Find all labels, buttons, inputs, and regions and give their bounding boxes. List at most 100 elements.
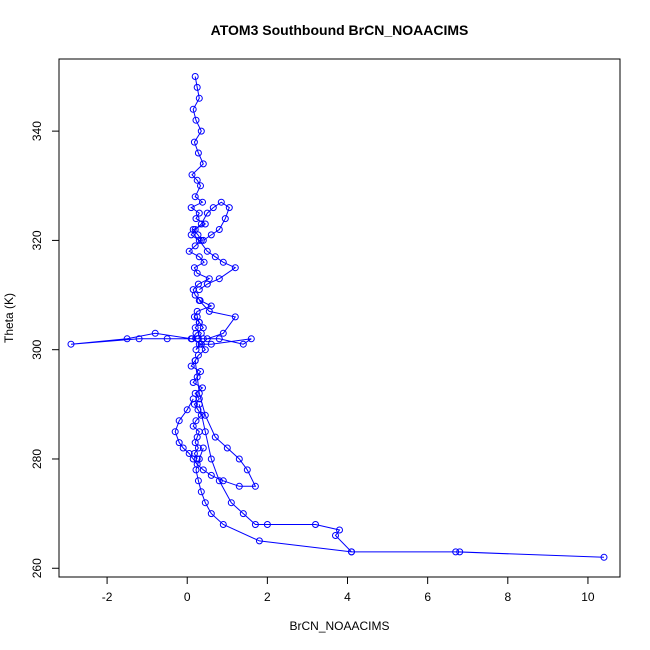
data-point <box>201 499 209 507</box>
y-tick-label: 260 <box>30 558 44 578</box>
data-point <box>211 253 219 261</box>
data-point <box>199 384 206 392</box>
data-point <box>193 269 201 277</box>
data-point <box>219 521 227 528</box>
chart-title: ATOM3 Southbound BrCN_NOAACIMS <box>211 22 469 38</box>
data-point <box>207 340 215 348</box>
data-point <box>191 324 199 332</box>
data-point <box>163 335 171 343</box>
data-point <box>189 455 197 463</box>
data-point <box>219 477 227 485</box>
data-point <box>193 176 201 184</box>
data-point <box>192 116 200 124</box>
data-point <box>189 395 197 403</box>
data-point <box>219 329 227 337</box>
data-point <box>185 450 193 457</box>
data-point <box>191 242 199 250</box>
series-line-2 <box>70 300 252 351</box>
x-tick-label: 8 <box>504 590 511 604</box>
x-tick-label: 2 <box>264 590 271 604</box>
y-tick-label: 300 <box>30 339 44 359</box>
data-point <box>67 340 75 348</box>
x-tick-label: 0 <box>184 590 191 604</box>
data-point <box>203 335 211 343</box>
data-point <box>151 329 159 337</box>
data-point <box>197 220 205 228</box>
data-point <box>231 264 239 272</box>
data-point <box>191 291 199 299</box>
data-point <box>189 105 197 113</box>
data-point <box>175 439 183 447</box>
data-point <box>191 193 199 201</box>
data-point <box>215 226 223 233</box>
data-point <box>239 510 247 518</box>
x-tick-label: 4 <box>344 590 351 604</box>
data-point <box>194 149 202 157</box>
data-point <box>235 482 243 490</box>
data-point <box>195 94 203 102</box>
series-line-1 <box>188 76 213 460</box>
data-point <box>348 548 355 556</box>
series-line-3 <box>195 404 605 558</box>
data-point <box>207 231 215 239</box>
data-point <box>209 204 217 212</box>
data-point <box>600 553 608 561</box>
data-point <box>225 204 233 212</box>
data-point <box>219 258 227 266</box>
x-tick-label: 10 <box>581 590 595 604</box>
data-point <box>243 466 251 474</box>
data-point <box>217 198 225 206</box>
data-point <box>191 226 199 233</box>
x-tick-label: 6 <box>424 590 431 604</box>
data-point <box>188 171 196 179</box>
data-point <box>205 307 213 315</box>
data-point <box>191 357 199 365</box>
data-point <box>192 346 200 354</box>
data-point <box>207 471 215 479</box>
data-point <box>200 258 208 266</box>
data-point <box>203 209 211 217</box>
data-point <box>171 428 179 436</box>
data-point <box>179 444 187 452</box>
y-axis: 260 280 300 320 340 <box>30 121 59 578</box>
data-point <box>192 215 200 223</box>
data-point <box>175 417 183 425</box>
data-point <box>201 220 209 228</box>
data-point <box>215 335 223 343</box>
data-point <box>251 521 259 528</box>
data-point <box>251 482 259 490</box>
y-tick-label: 320 <box>30 230 44 250</box>
data-point <box>191 439 199 447</box>
data-point <box>189 379 197 386</box>
data-point <box>332 532 339 539</box>
data-point <box>201 411 209 419</box>
data-point <box>211 433 219 441</box>
data-point <box>195 209 203 217</box>
data-point <box>203 280 211 288</box>
data-point <box>203 247 211 255</box>
data-point <box>201 428 209 436</box>
data-point <box>193 460 201 468</box>
x-axis-label: BrCN_NOAACIMS <box>289 619 389 633</box>
data-point <box>197 182 204 190</box>
data-point <box>135 335 143 343</box>
data-point <box>187 231 195 239</box>
data-point <box>223 444 231 452</box>
data-point <box>192 417 200 425</box>
data-point <box>201 346 209 354</box>
data-point <box>183 406 191 414</box>
data-point <box>187 362 195 370</box>
series-line-5 <box>190 201 237 291</box>
y-tick-label: 280 <box>30 449 44 469</box>
data-point <box>199 198 206 206</box>
data-point <box>207 455 215 463</box>
data-point <box>312 521 319 528</box>
plot-area <box>67 73 608 561</box>
data-point <box>235 455 243 463</box>
data-point <box>195 389 203 397</box>
data-point <box>191 73 199 80</box>
data-point <box>195 340 203 348</box>
data-point <box>193 455 201 463</box>
x-tick-label: -2 <box>102 590 113 604</box>
